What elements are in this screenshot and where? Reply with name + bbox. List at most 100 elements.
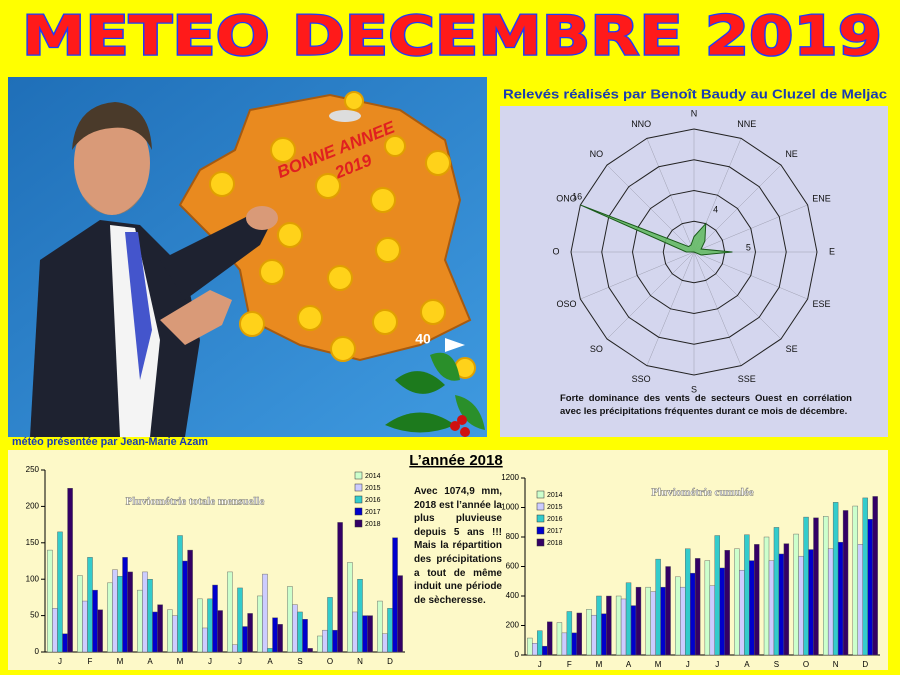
bar <box>272 617 278 653</box>
legend-label: 2014 <box>365 473 381 480</box>
y-tick-label: 0 <box>515 650 520 659</box>
bar <box>362 615 368 653</box>
x-tick-label: M <box>655 660 662 669</box>
legend-label: 2017 <box>365 509 381 516</box>
bar <box>302 619 308 653</box>
legend-label: 2014 <box>547 492 563 499</box>
bar <box>561 632 568 656</box>
bar <box>347 562 353 653</box>
x-tick-label: S <box>297 657 302 666</box>
y-tick-label: 250 <box>26 465 40 474</box>
bar <box>704 560 711 656</box>
y-tick-label: 200 <box>26 502 40 511</box>
direction-label: SO <box>590 344 603 354</box>
bar <box>202 627 208 653</box>
direction-label: ENE <box>812 194 831 204</box>
wind-note: Forte dominance des vents de secteurs Ou… <box>560 393 852 417</box>
bar <box>803 516 809 656</box>
bar <box>82 600 88 653</box>
bar <box>142 571 148 653</box>
bar <box>576 612 583 656</box>
bar <box>67 488 73 653</box>
page-title: METEO DECEMBRE 2019 <box>22 5 882 68</box>
bar <box>596 595 602 656</box>
bar <box>332 629 338 653</box>
y-tick-label: 100 <box>26 574 40 583</box>
bar <box>57 531 63 653</box>
x-tick-label: J <box>58 657 62 666</box>
bar <box>327 597 333 653</box>
summary-text: Avec 1074,9 mm, 2018 est l’année la plus… <box>414 486 502 606</box>
bar <box>754 544 760 656</box>
value-label: 5 <box>746 242 751 252</box>
cumulative-rain-chart: 0 200 400 600 800 1000 1200 J F M A M J J A S O N D Pluviom… <box>501 473 880 669</box>
direction-label: NE <box>785 149 798 159</box>
bar <box>392 537 398 653</box>
bar <box>645 586 651 656</box>
direction-label: E <box>829 246 835 256</box>
x-tick-label: F <box>88 657 93 666</box>
legend-swatch <box>354 483 363 492</box>
bar <box>212 584 218 653</box>
chart-title: Pluviométrie totale mensuelle <box>126 496 265 508</box>
bar <box>287 586 293 653</box>
bar <box>620 598 627 656</box>
bar <box>857 544 863 656</box>
bar <box>842 510 849 656</box>
bar <box>532 643 538 656</box>
bar <box>237 587 243 653</box>
bar <box>862 497 868 656</box>
x-tick-label: M <box>117 657 124 666</box>
x-tick-label: A <box>626 660 632 669</box>
bar <box>689 572 696 656</box>
bar <box>87 557 93 653</box>
legend-swatch <box>536 538 545 547</box>
legend-label: 2015 <box>547 504 563 511</box>
bar <box>112 569 118 653</box>
bar <box>813 517 819 656</box>
bar <box>297 611 303 653</box>
bar <box>665 566 671 656</box>
bar <box>107 582 113 653</box>
direction-label: S <box>691 384 697 394</box>
bar <box>262 573 268 653</box>
bar <box>292 604 298 653</box>
radar-spoke <box>693 251 808 300</box>
x-tick-label: J <box>238 657 242 666</box>
bar <box>778 553 785 656</box>
y-tick-label: 200 <box>506 621 520 630</box>
bar <box>724 550 730 656</box>
x-tick-label: J <box>686 660 690 669</box>
bar <box>650 591 656 656</box>
bar <box>117 576 123 653</box>
radar-spoke <box>646 138 695 253</box>
radar-panel <box>500 106 888 437</box>
bar <box>625 582 632 656</box>
direction-label: NNE <box>737 119 756 129</box>
bar <box>62 633 68 653</box>
radar-spoke <box>606 164 695 253</box>
bar <box>387 608 393 653</box>
bar <box>714 535 720 656</box>
bar <box>157 604 163 653</box>
bar <box>719 567 725 656</box>
radar-spoke <box>693 204 808 253</box>
value-label: 4 <box>713 205 718 215</box>
bar <box>798 555 804 656</box>
radar-ring <box>631 189 757 315</box>
bar <box>357 579 363 653</box>
bar <box>872 496 878 656</box>
bar <box>137 589 143 653</box>
bar <box>122 557 128 653</box>
bar <box>749 560 755 656</box>
legend-label: 2017 <box>547 528 563 535</box>
direction-label: N <box>691 108 698 118</box>
direction-label: OSO <box>556 299 576 309</box>
bar <box>601 613 607 656</box>
legend-swatch <box>536 490 545 499</box>
bar <box>97 609 103 653</box>
summary-heading: L’année 2018 <box>409 452 502 469</box>
legend-label: 2016 <box>547 516 563 523</box>
bar <box>591 614 597 656</box>
radar-spoke <box>646 251 695 366</box>
